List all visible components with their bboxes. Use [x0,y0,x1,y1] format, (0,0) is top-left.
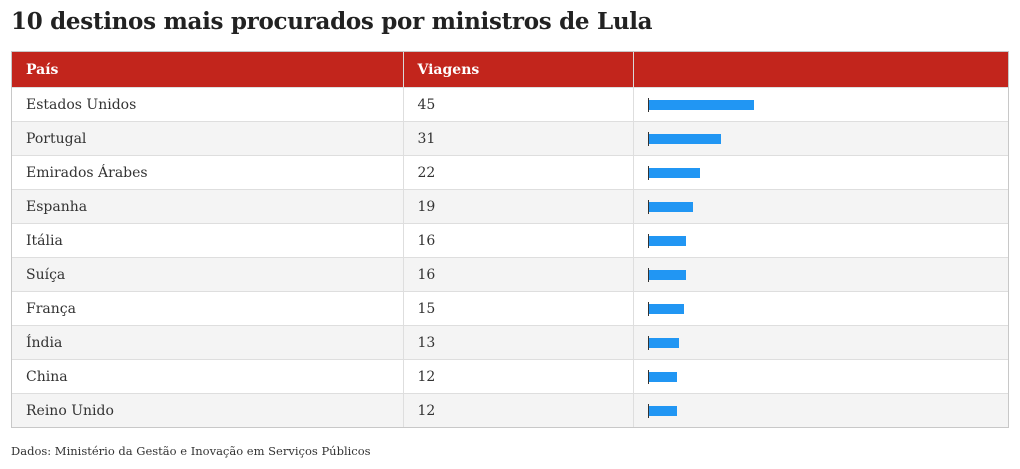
bar-baseline [647,199,649,214]
header-bar [633,52,1008,88]
trips-cell: 12 [403,359,634,394]
data-table: País Viagens Estados Unidos 45 Portugal 31 E… [11,51,1009,428]
trips-bar [648,303,684,314]
trips-bar [648,235,686,246]
table-row: Portugal 31 [12,121,1008,156]
trips-cell: 31 [403,121,634,156]
country-cell: Estados Unidos [12,87,404,122]
trips-table: País Viagens Estados Unidos 45 Portugal 31 E… [12,52,1008,427]
trips-bar [648,167,700,178]
bar-track [647,403,998,418]
trips-cell: 45 [403,87,634,122]
bar-baseline [647,403,649,418]
bar-cell [633,325,1008,360]
trips-cell: 19 [403,189,634,224]
bar-track [647,267,998,282]
bar-cell [633,223,1008,258]
header-trips[interactable]: Viagens [403,52,634,88]
bar-track [647,199,998,214]
bar-baseline [647,233,649,248]
trips-cell: 15 [403,291,634,326]
bar-cell [633,359,1008,394]
bar-track [647,165,998,180]
bar-cell [633,155,1008,190]
bar-cell [633,87,1008,122]
bar-cell [633,189,1008,224]
bar-cell [633,121,1008,156]
country-cell: Itália [12,223,404,258]
page-title: 10 destinos mais procurados por ministro… [11,8,653,35]
country-cell: França [12,291,404,326]
bar-track [647,301,998,316]
trips-bar [648,133,721,144]
bar-baseline [647,165,649,180]
country-cell: Suíça [12,257,404,292]
table-row: Emirados Árabes 22 [12,155,1008,190]
table-row: Estados Unidos 45 [12,87,1008,122]
trips-cell: 22 [403,155,634,190]
trips-bar [648,371,677,382]
bar-baseline [647,267,649,282]
table-row: Itália 16 [12,223,1008,258]
bar-baseline [647,301,649,316]
bar-baseline [647,131,649,146]
bar-cell [633,257,1008,292]
table-row: França 15 [12,291,1008,326]
trips-cell: 13 [403,325,634,360]
bar-track [647,233,998,248]
table-row: Índia 13 [12,325,1008,360]
bar-baseline [647,369,649,384]
bar-baseline [647,335,649,350]
table-body: Estados Unidos 45 Portugal 31 Emirados Árabe… [12,87,1008,427]
trips-cell: 16 [403,257,634,292]
bar-track [647,335,998,350]
bar-track [647,97,998,112]
country-cell: Portugal [12,121,404,156]
country-cell: Emirados Árabes [12,155,404,190]
trips-cell: 16 [403,223,634,258]
table-row: Espanha 19 [12,189,1008,224]
bar-cell [633,393,1008,427]
trips-bar [648,269,686,280]
country-cell: Espanha [12,189,404,224]
bar-track [647,131,998,146]
header-country[interactable]: País [12,52,404,88]
source-note: Dados: Ministério da Gestão e Inovação e… [11,444,371,458]
table-row: China 12 [12,359,1008,394]
country-cell: China [12,359,404,394]
table-header-row: País Viagens [12,52,1008,88]
bar-baseline [647,97,649,112]
country-cell: Índia [12,325,404,360]
table-row: Reino Unido 12 [12,393,1008,427]
country-cell: Reino Unido [12,393,404,427]
table-row: Suíça 16 [12,257,1008,292]
trips-bar [648,405,677,416]
trips-bar [648,99,754,110]
trips-cell: 12 [403,393,634,427]
trips-bar [648,337,679,348]
bar-track [647,369,998,384]
trips-bar [648,201,693,212]
bar-cell [633,291,1008,326]
